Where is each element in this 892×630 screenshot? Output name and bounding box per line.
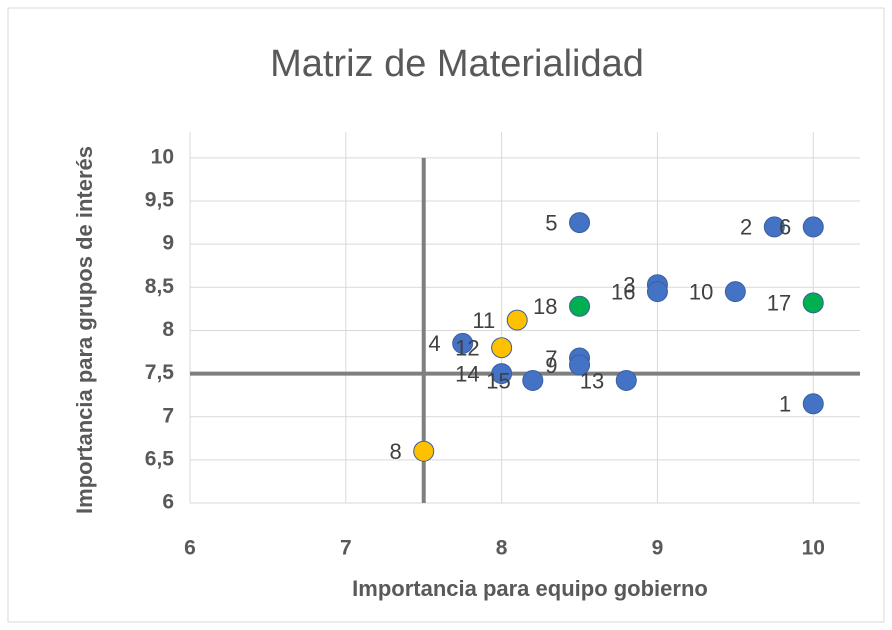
point-label: 11 <box>472 308 495 333</box>
y-tick-label: 9,5 <box>145 189 175 212</box>
y-tick-label: 7,5 <box>145 361 175 384</box>
point-label: 12 <box>455 336 479 361</box>
x-axis-title: Importancia para equipo gobierno <box>352 576 708 601</box>
point <box>646 281 668 303</box>
point-label: 5 <box>545 210 557 235</box>
point-label: 7 <box>545 346 557 371</box>
y-tick-label: 6 <box>162 491 174 514</box>
chart-title: Matriz de Materialidad <box>270 43 644 85</box>
point-label: 15 <box>486 368 510 393</box>
point-label: 10 <box>689 279 713 304</box>
x-tick-label: 10 <box>802 537 825 560</box>
point <box>522 369 544 391</box>
point <box>569 354 591 376</box>
point-label: 6 <box>779 215 791 240</box>
point-label: 18 <box>533 294 557 319</box>
x-tick-label: 6 <box>184 537 196 560</box>
x-tick-label: 9 <box>652 537 664 560</box>
point <box>763 216 785 238</box>
y-tick-label: 9 <box>162 232 174 255</box>
point <box>724 281 746 303</box>
point-label: 3 <box>623 273 635 298</box>
y-tick-label: 6,5 <box>145 447 175 470</box>
point-label: 17 <box>767 291 791 316</box>
point <box>413 440 435 462</box>
point-label: 1 <box>779 392 791 417</box>
y-tick-label: 8 <box>162 318 174 341</box>
point-label: 13 <box>580 368 604 393</box>
x-tick-label: 7 <box>340 537 352 560</box>
chart-border <box>7 7 885 623</box>
point <box>452 332 474 354</box>
y-axis-title: Importancia para grupos de interés <box>72 146 97 514</box>
point-label: 2 <box>740 215 752 240</box>
point <box>802 216 824 238</box>
x-tick-label: 8 <box>496 537 508 560</box>
point <box>491 337 513 359</box>
point <box>802 292 824 314</box>
point-label: 8 <box>389 439 401 464</box>
point-label: 16 <box>611 279 635 304</box>
point-label: 14 <box>455 361 479 386</box>
point <box>569 295 591 317</box>
y-tick-label: 8,5 <box>145 275 175 298</box>
point-label: 4 <box>428 331 440 356</box>
point <box>615 369 637 391</box>
point <box>569 212 591 234</box>
y-tick-label: 10 <box>151 145 174 168</box>
point-label: 9 <box>545 353 557 378</box>
point <box>491 363 513 385</box>
point <box>506 309 528 331</box>
y-tick-label: 7 <box>162 404 174 427</box>
point <box>802 393 824 415</box>
